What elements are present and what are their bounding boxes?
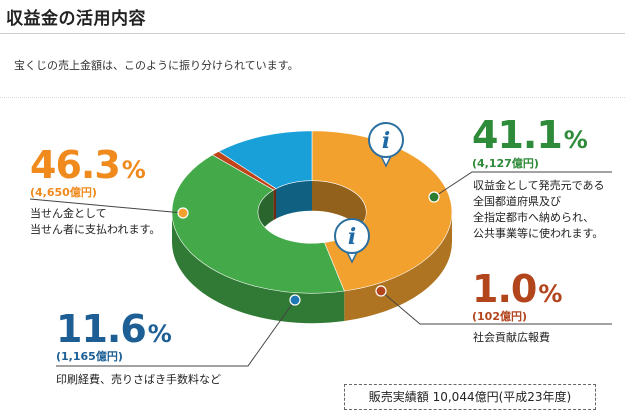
info-icon-circle — [368, 122, 404, 158]
public-description: 収益金として発売元である 全国都道府県及び 全指定都市へ納められ、 公共事業等に… — [473, 178, 605, 242]
donut-inner-wall — [276, 180, 312, 219]
ads-desc-line: 社会貢献広報費 — [473, 331, 550, 344]
info-icon-circle — [334, 218, 370, 254]
section-divider — [0, 97, 625, 98]
ads-description: 社会貢献広報費 — [473, 330, 550, 346]
public-percent: 41.1% — [472, 113, 588, 157]
prize-amount: (4,650億円) — [30, 186, 97, 199]
donut-slice — [171, 154, 345, 294]
donut-slice — [218, 130, 313, 189]
donut-inner-wall — [312, 180, 366, 242]
leader-dot — [177, 207, 189, 219]
total-sales-box: 販売実績額 10,044億円(平成23年度) — [344, 384, 596, 410]
ads-amount: (102億円) — [472, 310, 528, 323]
intro-text: 宝くじの売上金額は、このように振り分けられています。 — [14, 59, 299, 72]
info-icon-glyph: i — [382, 128, 390, 154]
info-icon: i — [334, 218, 370, 264]
leader-line — [380, 290, 612, 325]
printing-percent: 11.6% — [56, 307, 172, 351]
info-icon-glyph: i — [348, 224, 356, 250]
leader-dot — [289, 294, 301, 306]
printing-desc-line: 印刷経費、売りさばき手数料など — [56, 373, 221, 386]
leader-dot — [375, 285, 387, 297]
leader-line — [29, 198, 184, 214]
donut-outer-wall — [172, 212, 345, 324]
printing-amount: (1,165億円) — [56, 350, 123, 363]
public-desc-line: 公共事業等に使われます。 — [473, 227, 604, 240]
public-amount: (4,127億円) — [472, 157, 539, 170]
prize-desc-line: 当せん者に支払われます。 — [30, 223, 161, 236]
donut-side-walls — [172, 180, 452, 324]
info-icon: i — [368, 122, 404, 168]
page-title: 収益金の活用内容 — [6, 9, 146, 29]
ads-percent: 1.0% — [472, 267, 562, 311]
prize-description: 当せん金として 当せん者に支払われます。 — [30, 206, 160, 238]
public-desc-line: 全指定都市へ納められ、 — [473, 211, 595, 224]
leader-lines — [29, 171, 612, 367]
printing-description: 印刷経費、売りさばき手数料など — [56, 372, 221, 388]
prize-percent: 46.3% — [30, 143, 146, 187]
title-divider — [0, 33, 625, 34]
donut-top-faces — [171, 130, 453, 294]
leader-line — [56, 299, 296, 367]
public-desc-line: 全国都道府県及び — [473, 195, 561, 208]
donut-outer-wall — [344, 212, 452, 321]
public-desc-line: 収益金として発売元である — [473, 179, 605, 192]
leader-dot — [428, 191, 440, 203]
donut-inner-wall — [273, 188, 276, 220]
prize-desc-line: 当せん金として — [30, 207, 107, 220]
leader-line — [433, 171, 612, 198]
